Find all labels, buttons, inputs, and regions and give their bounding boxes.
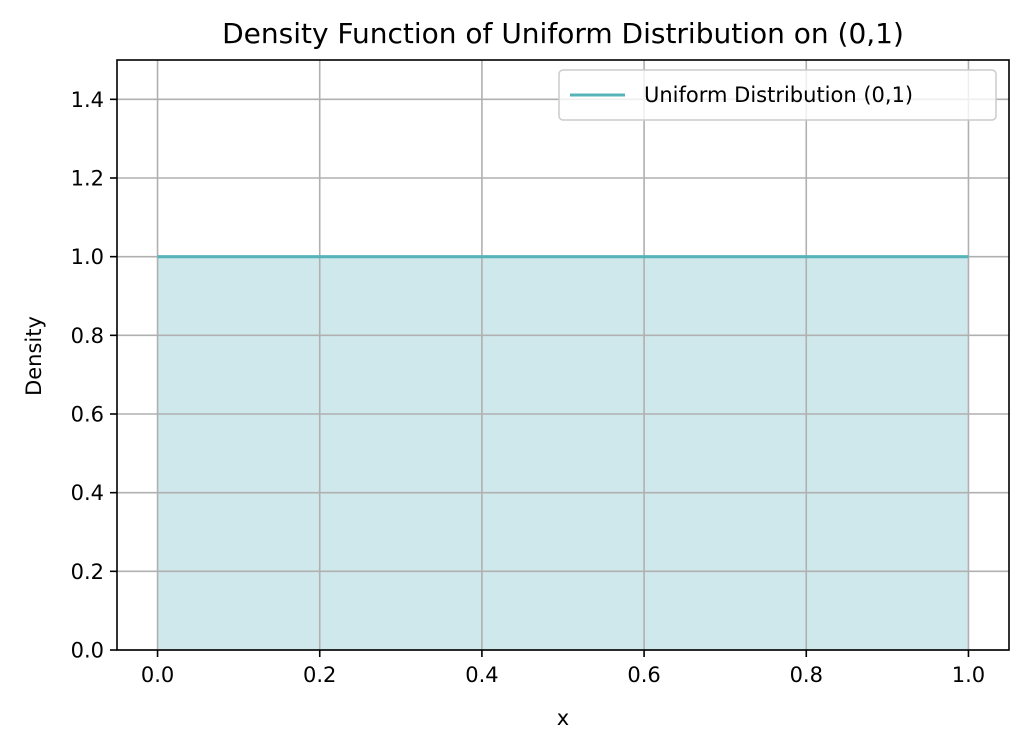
y-tick-label: 0.0: [71, 639, 104, 663]
x-tick-label: 0.4: [465, 663, 498, 687]
x-tick-label: 1.0: [952, 663, 985, 687]
x-tick-label: 0.6: [627, 663, 660, 687]
x-tick-label: 0.8: [790, 663, 823, 687]
y-tick-label: 0.8: [71, 324, 104, 348]
legend: Uniform Distribution (0,1): [558, 69, 997, 121]
x-tick-label: 0.0: [141, 663, 174, 687]
chart-title: Density Function of Uniform Distribution…: [222, 17, 904, 50]
y-tick-label: 1.0: [71, 245, 104, 269]
y-tick-label: 0.2: [71, 560, 104, 584]
x-tick-label: 0.2: [303, 663, 336, 687]
y-tick-label: 1.4: [71, 88, 104, 112]
y-tick-label: 0.6: [71, 403, 104, 427]
density-fill-area: [157, 256, 969, 650]
plot-area: 0.0 0.2 0.4 0.6 0.8 1.0 0.0 0.2 0.4 0.6 0.8 1.0 1.2 1…: [71, 59, 1010, 687]
legend-box: [558, 69, 997, 121]
y-axis-label: Density: [22, 316, 46, 396]
plot-frame: [116, 59, 1010, 651]
y-tick-label: 1.2: [71, 167, 104, 191]
x-axis-label: x: [557, 706, 569, 730]
legend-entry-label: Uniform Distribution (0,1): [644, 83, 913, 107]
y-tick-label: 0.4: [71, 481, 104, 505]
